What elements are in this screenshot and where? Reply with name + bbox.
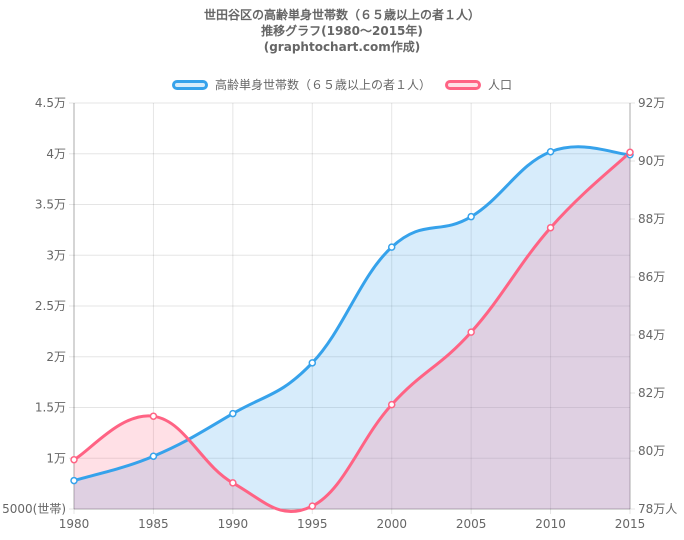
- y-left-tick-label: 3.5万: [35, 198, 66, 212]
- x-tick-label: 2015: [615, 517, 646, 531]
- x-tick-label: 1985: [138, 517, 169, 531]
- y-left-tick-label: 5000(世帯): [2, 502, 66, 516]
- point-elderly-single-households: [387, 243, 396, 251]
- y-left-tick-label: 4万: [46, 147, 66, 161]
- series-lines: [73, 145, 632, 513]
- point-elderly-single-households: [70, 476, 78, 485]
- point-population: [70, 455, 78, 464]
- y-left-tick-label: 1万: [46, 451, 66, 465]
- chart-title-line-2: 推移グラフ(1980～2015年): [261, 24, 423, 38]
- point-population: [467, 328, 475, 336]
- line-population: [73, 151, 632, 513]
- chart-title-line-1: 世田谷区の高齢単身世帯数（６５歳以上の者１人）: [203, 8, 480, 22]
- legend-swatch-blue: [171, 79, 208, 90]
- y-left-tick-label: 2.5万: [35, 299, 66, 313]
- y-left-tick-label: 1.5万: [35, 401, 66, 415]
- x-tick-label: 1980: [59, 517, 90, 531]
- y-right-tick-label: 84万: [638, 328, 665, 342]
- point-population: [387, 400, 396, 409]
- x-tick-label: 2000: [376, 517, 407, 531]
- point-population: [626, 148, 634, 157]
- x-tick-label: 2010: [535, 517, 566, 531]
- point-population: [149, 412, 158, 420]
- point-elderly-single-households: [546, 147, 555, 156]
- point-population: [229, 479, 237, 487]
- y-right-tick-label: 88万: [638, 212, 665, 226]
- point-elderly-single-households: [149, 452, 158, 460]
- y-left-tick-label: 4.5万: [35, 96, 66, 110]
- y-right-tick-label: 78万人: [638, 502, 677, 516]
- legend-label: 人口: [488, 78, 513, 92]
- point-elderly-single-households: [467, 212, 475, 221]
- line-elderly-single-households: [73, 145, 631, 483]
- y-right-tick-label: 90万: [638, 154, 665, 168]
- legend-item-population[interactable]: 人口: [445, 76, 512, 93]
- y-left-tick-label: 2万: [46, 350, 66, 364]
- area-population: [74, 152, 630, 512]
- y-right-tick-label: 92万: [638, 96, 665, 110]
- point-elderly-single-households: [308, 359, 317, 367]
- y-right-tick-label: 86万: [638, 270, 665, 284]
- legend-label: 高齢単身世帯数（６５歳以上の者１人）: [214, 78, 431, 92]
- area-fills: [74, 146, 630, 512]
- chart-title: 世田谷区の高齢単身世帯数（６５歳以上の者１人） 推移グラフ(1980～2015年…: [0, 7, 684, 55]
- x-tick-label: 2005: [456, 517, 487, 531]
- legend-item-elderly-single-households[interactable]: 高齢単身世帯数（６５歳以上の者１人）: [171, 76, 431, 93]
- y-right-tick-label: 80万: [638, 444, 665, 458]
- x-tick-label: 1990: [218, 517, 249, 531]
- legend-swatch-pink: [445, 79, 481, 90]
- y-right-tick-label: 82万: [638, 386, 665, 400]
- x-tick-label: 1995: [297, 517, 328, 531]
- point-population: [308, 502, 317, 510]
- point-elderly-single-households: [229, 409, 237, 418]
- legend: 高齢単身世帯数（６５歳以上の者１人） 人口: [0, 76, 684, 93]
- point-population: [546, 223, 555, 232]
- area-elderly-single-households: [74, 146, 630, 509]
- data-points: [70, 147, 634, 510]
- y-left-tick-label: 3万: [46, 248, 66, 262]
- tick-labels: 5000(世帯) 1万 1.5万 2万 2.5万 3万 3.5万 4万 4.5万 78万人 80万 8…: [2, 96, 677, 531]
- chart-title-line-3: (graphtochart.com作成): [263, 40, 421, 54]
